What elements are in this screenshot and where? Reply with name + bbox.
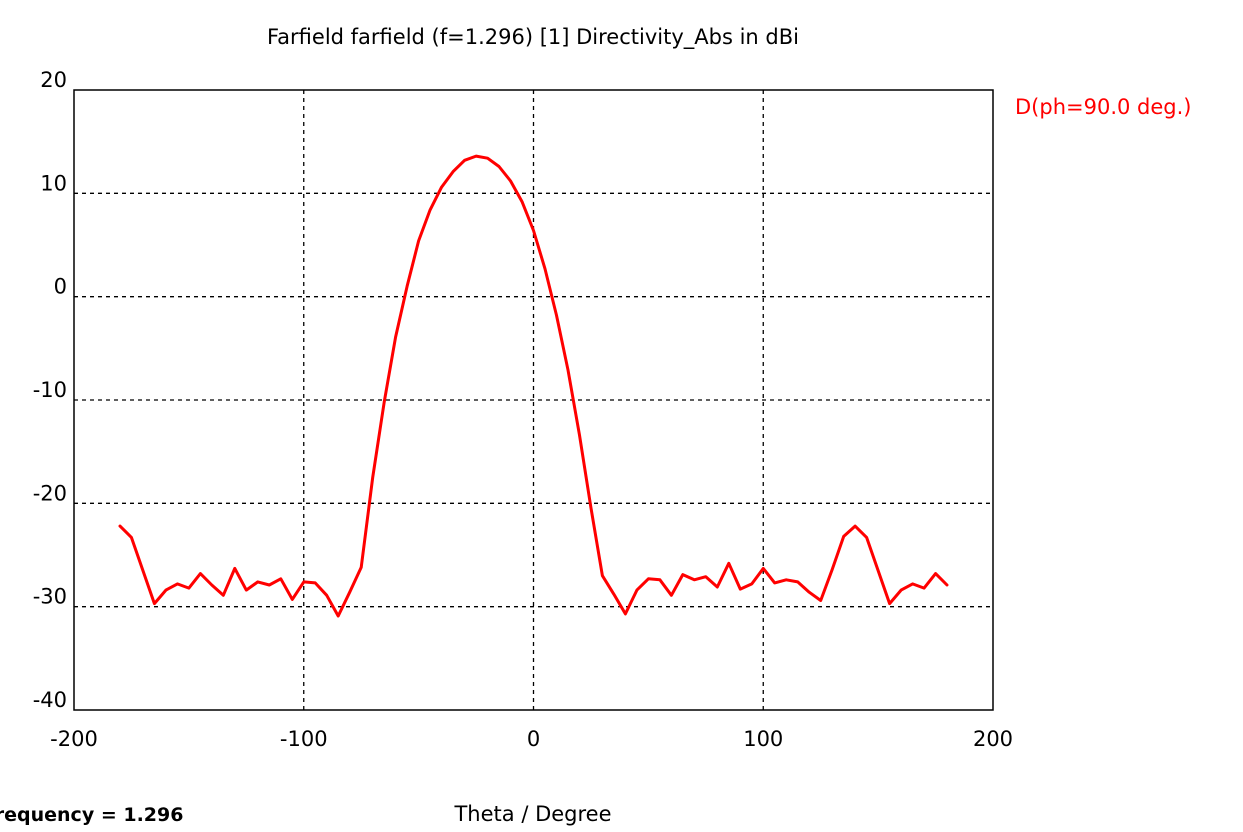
- frequency-annotation: Frequency = 1.296: [0, 804, 183, 826]
- y-tick-label: 10: [40, 171, 67, 195]
- y-axis-ticks: -40 -30 -20 -10 0 10 20: [33, 68, 67, 712]
- y-tick-label: -10: [33, 378, 67, 402]
- x-tick-label: -200: [50, 727, 98, 751]
- x-tick-label: -100: [280, 727, 328, 751]
- grid: [74, 90, 993, 710]
- y-tick-label: 20: [40, 68, 67, 92]
- x-tick-label: 200: [973, 727, 1013, 751]
- legend-entry: D(ph=90.0 deg.): [1015, 95, 1191, 119]
- y-tick-label: -40: [33, 688, 67, 712]
- x-axis-ticks: -200 -100 0 100 200: [50, 727, 1013, 751]
- y-tick-label: -20: [33, 481, 67, 505]
- x-tick-label: 100: [743, 727, 783, 751]
- x-axis-label: Theta / Degree: [453, 802, 611, 826]
- y-tick-label: 0: [54, 275, 67, 299]
- plot-series: [118, 154, 949, 618]
- chart-title: Farfield farfield (f=1.296) [1] Directiv…: [267, 25, 799, 50]
- x-tick-label: 0: [527, 727, 540, 751]
- y-tick-label: -30: [33, 585, 67, 609]
- series-line: [118, 154, 949, 618]
- legend: D(ph=90.0 deg.): [1015, 95, 1191, 119]
- plot-frame: [73, 89, 994, 711]
